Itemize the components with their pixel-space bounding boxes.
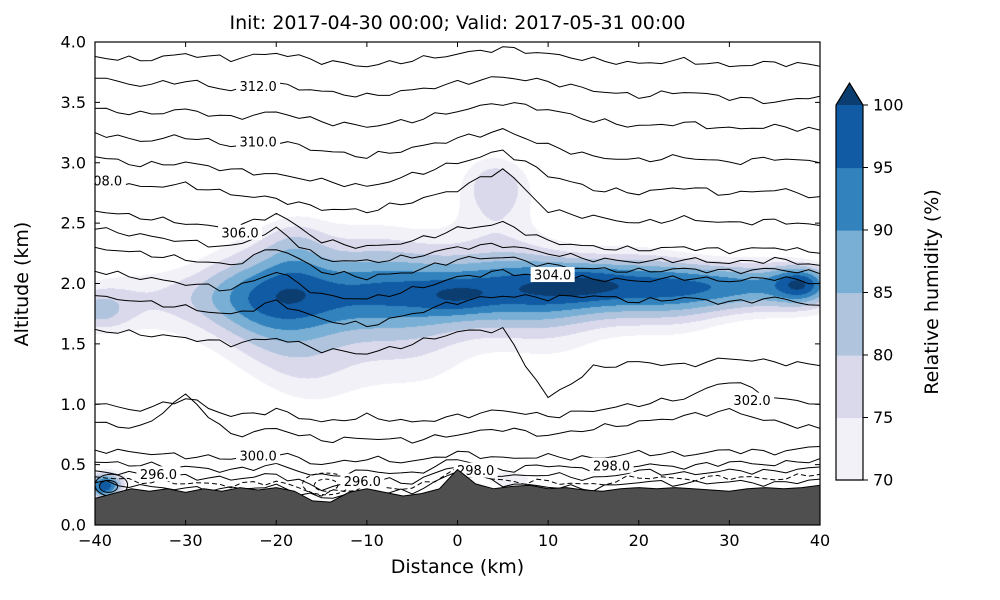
colorbar-tick-label: 80 <box>873 346 893 365</box>
plot-title: Init: 2017-04-30 00:00; Valid: 2017-05-3… <box>229 12 686 34</box>
contour-label: 298.0 <box>457 464 494 479</box>
contour-label: 310.0 <box>240 136 277 151</box>
x-tick-label: 10 <box>538 531 558 550</box>
theta-contour-311 <box>95 102 820 132</box>
colorbar-extend-arrow <box>836 83 863 105</box>
theta-contour-302 <box>95 382 820 423</box>
colorbar-tick-label: 95 <box>873 158 893 177</box>
contour-label-bg <box>236 78 281 94</box>
contour-label: 08.0 <box>93 174 122 189</box>
y-tick-label: 4.0 <box>61 33 86 52</box>
contour-label-bg <box>340 473 385 489</box>
colorbar-label: Relative humidity (%) <box>921 189 943 395</box>
colorbar-tick-label: 85 <box>873 283 893 302</box>
theta-contour-307 <box>95 210 820 255</box>
x-tick-label: 0 <box>452 531 462 550</box>
colorbar-tick-label: 90 <box>873 221 893 240</box>
theta-contour-309 <box>95 149 820 199</box>
terrain <box>95 468 820 525</box>
theta-contour-310 <box>95 128 820 166</box>
contour-loop <box>313 478 339 492</box>
y-tick-label: 3.0 <box>61 153 86 172</box>
theta-contour-304 <box>95 268 820 300</box>
theta-contour-313 <box>95 46 820 68</box>
y-tick-label: 0.0 <box>61 516 86 535</box>
x-axis-label: Distance (km) <box>390 556 525 578</box>
colorbar-segment <box>836 167 863 231</box>
theta-contour-301 <box>95 393 820 444</box>
theta-contour-302.5 <box>95 326 820 399</box>
y-tick-label: 1.5 <box>61 334 86 353</box>
colorbar-segment <box>836 230 863 294</box>
contour-label: 302.0 <box>733 394 770 409</box>
contour-label-bg <box>136 466 181 482</box>
contour-label-bg <box>730 392 775 408</box>
colorbar-outline <box>835 81 864 481</box>
contour-loop <box>99 479 119 493</box>
plot-area: 312.0 310.0 08.0 306.0 304.0 302.0 300.0 298.0 2… <box>93 46 820 525</box>
contour-label: 300.0 <box>240 450 277 465</box>
contour-label: 304.0 <box>534 269 571 284</box>
x-tick-label: −10 <box>350 531 384 550</box>
y-tick-label: 2.5 <box>61 214 86 233</box>
x-tick-label: 40 <box>810 531 830 550</box>
colorbar-segment <box>836 417 863 481</box>
x-tick-label: 20 <box>629 531 649 550</box>
contour-label-bg <box>589 457 634 473</box>
theta-contour-303 <box>95 294 820 328</box>
theta-contour-299 <box>95 458 820 477</box>
colorbar-tick-label: 100 <box>873 96 904 115</box>
colorbar-segment <box>836 355 863 419</box>
contour-label: 298.0 <box>593 459 630 474</box>
x-tick-label: 30 <box>719 531 739 550</box>
x-tick-label: −30 <box>169 531 203 550</box>
y-axis-label: Altitude (km) <box>11 221 33 347</box>
contour-label: 296.0 <box>344 475 381 490</box>
contour-label-bg <box>95 172 126 188</box>
y-tick-label: 1.0 <box>61 395 86 414</box>
theta-contour-297 <box>95 466 820 497</box>
contour-label: 306.0 <box>221 226 258 241</box>
y-tick-label: 0.5 <box>61 455 86 474</box>
contour-label-bg <box>236 134 281 150</box>
contour-label: 296.0 <box>140 468 177 483</box>
x-tick-label: −20 <box>259 531 293 550</box>
colorbar-tick-label: 70 <box>873 471 893 490</box>
colorbar-tick-label: 75 <box>873 408 893 427</box>
contour-label-bg <box>530 267 575 283</box>
contour-label: 312.0 <box>240 80 277 95</box>
theta-contour-305 <box>95 246 820 281</box>
theta-contour-306 <box>95 226 820 266</box>
x-tick-label: −40 <box>78 531 112 550</box>
colorbar-segment <box>836 292 863 356</box>
contour-label-bg <box>453 462 498 478</box>
theta-contour-312 <box>95 76 820 105</box>
contour-label-bg <box>218 224 262 240</box>
contour-label-bg <box>236 448 281 464</box>
colorbar-segment <box>836 105 863 169</box>
relative-humidity-fill-layer <box>95 42 820 525</box>
y-tick-label: 3.5 <box>61 93 86 112</box>
y-tick-label: 2.0 <box>61 274 86 293</box>
theta-contour-300 <box>95 446 820 466</box>
theta-contour-308 <box>95 168 820 226</box>
